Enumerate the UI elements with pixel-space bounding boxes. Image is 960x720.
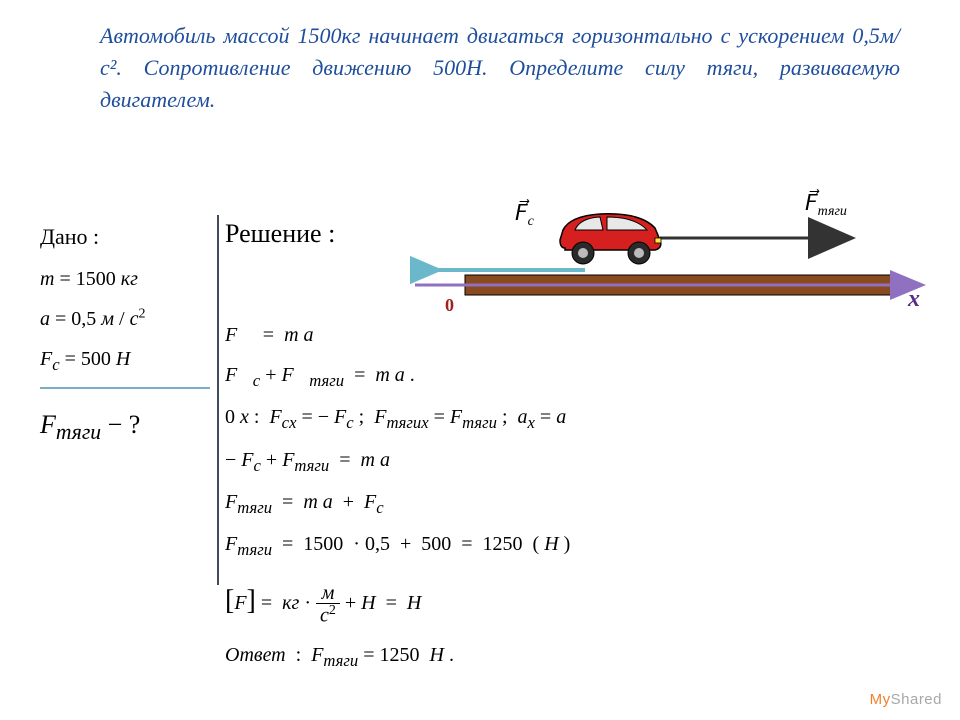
axis-x-label: x: [908, 286, 920, 313]
label-fc: F⃗c: [515, 199, 535, 229]
given-label: Дано :: [40, 215, 210, 259]
watermark: MyShared: [870, 691, 942, 708]
diagram: F⃗c F⃗тяги 0 x: [410, 180, 930, 340]
vertical-divider: [217, 215, 219, 585]
given-line: Fc = 500 H: [40, 339, 210, 381]
given-question: Fтяги − ?: [40, 399, 210, 455]
solution-line: [F] = кг · м с2 + H = H: [225, 573, 570, 629]
solution-line: Fтяги = 1500 · 0,5 + 500 = 1250 ( H ): [225, 524, 570, 566]
given-divider: [40, 387, 210, 389]
diagram-svg: F⃗c F⃗тяги: [410, 180, 930, 340]
label-fthrust: F⃗тяги: [805, 189, 847, 219]
solution-line: − Fc + Fтяги = m a: [225, 440, 570, 482]
solution-line: 0 x : Fcx = − Fc ; Fтягиx = Fтяги ; ax =…: [225, 397, 570, 439]
solution-answer: Ответ : Fтяги = 1250 H .: [225, 635, 570, 677]
problem-text: Автомобиль массой 1500кг начинает двигат…: [100, 20, 900, 116]
given-line: a = 0,5 м / с2: [40, 299, 210, 339]
car-icon: [560, 214, 661, 264]
given-block: Дано : m = 1500 кг a = 0,5 м / с2 Fc = 5…: [40, 215, 210, 455]
solution-line: F⃗c + F⃗тяги = m a .: [225, 355, 570, 397]
solution-line: Fтяги = m a + Fc: [225, 482, 570, 524]
axis-zero-label: 0: [445, 295, 454, 316]
given-line: m = 1500 кг: [40, 259, 210, 299]
